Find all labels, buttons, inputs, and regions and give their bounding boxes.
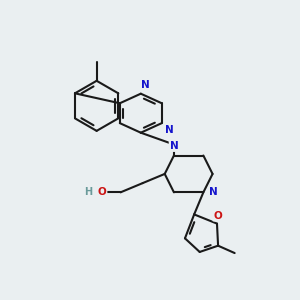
Text: O: O	[98, 187, 106, 197]
Text: N: N	[169, 141, 178, 151]
Text: N: N	[209, 187, 218, 197]
Text: N: N	[141, 80, 149, 90]
Text: N: N	[165, 124, 173, 134]
Text: H: H	[84, 187, 92, 197]
Text: O: O	[213, 211, 222, 221]
